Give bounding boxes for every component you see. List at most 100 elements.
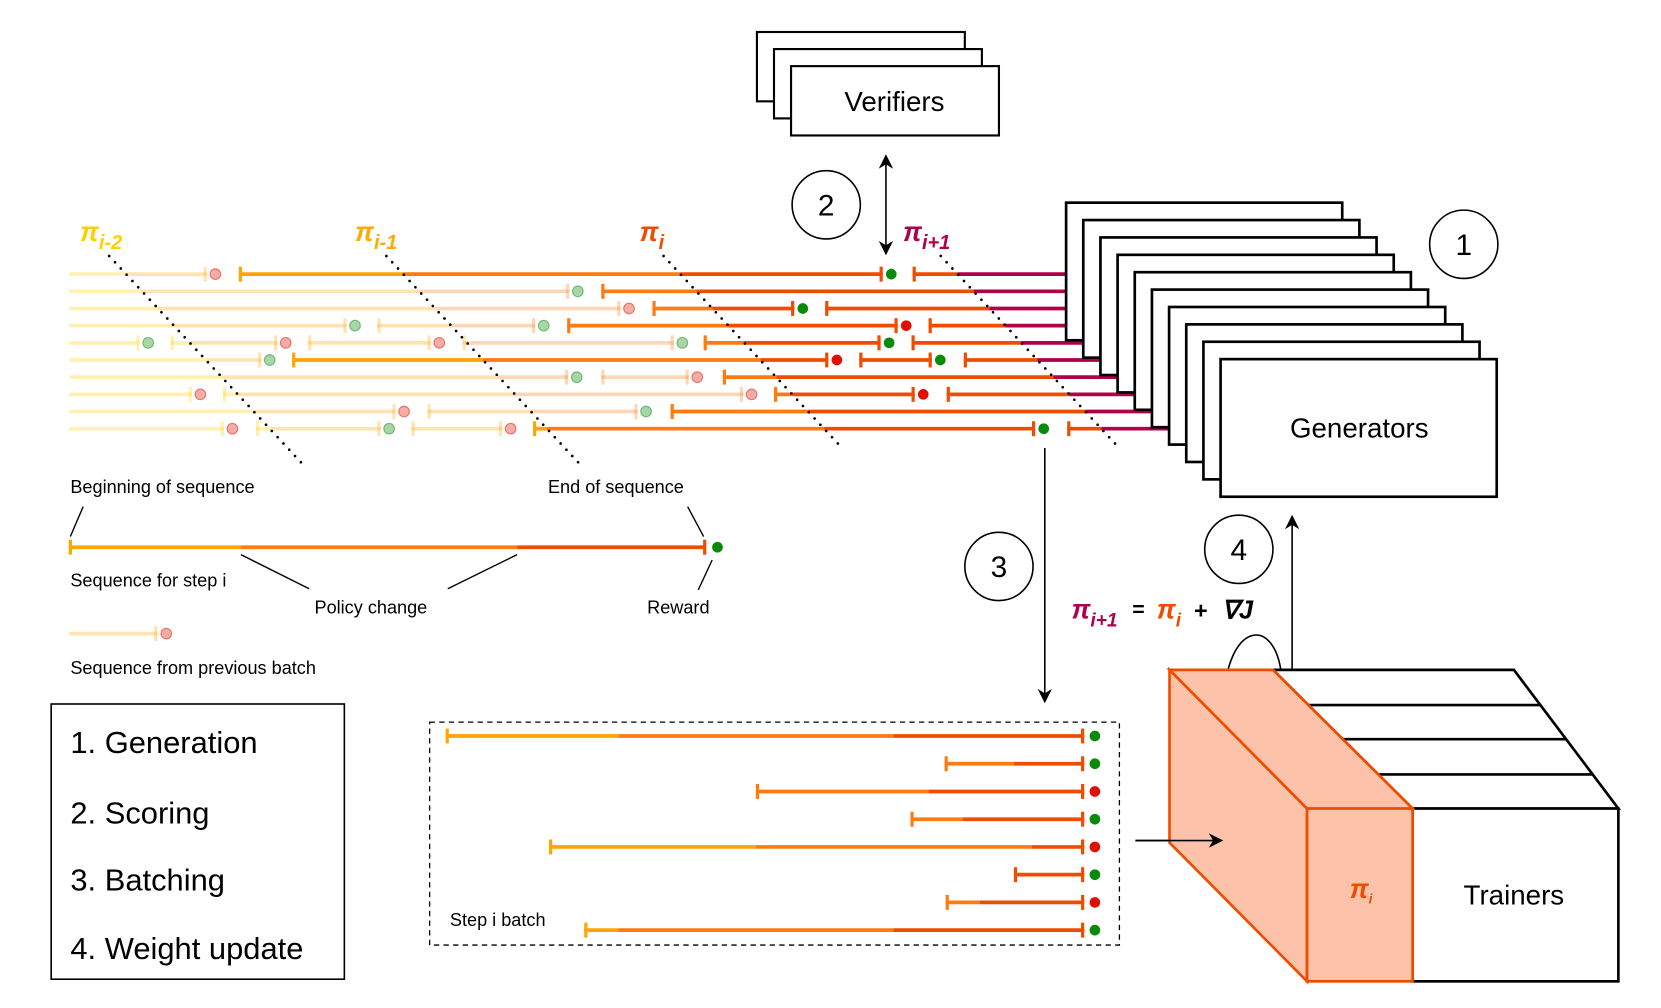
reward-pass-dot <box>934 354 946 366</box>
legend: Beginning of sequence End of sequence Sequ… <box>68 477 723 678</box>
legend-reward-label: Reward <box>647 597 709 617</box>
policy-label: πi <box>640 217 665 254</box>
reward-pass-dot <box>883 337 895 349</box>
reward-fail-dot <box>1089 786 1101 797</box>
step-item: 3. Batching <box>70 863 225 898</box>
legend-pointer-line <box>240 554 310 590</box>
step-circle <box>964 531 1034 602</box>
reward-pass-dot <box>570 371 583 384</box>
trainers-block: Trainers πi <box>1135 666 1622 985</box>
reward-pass-dot <box>1089 869 1101 880</box>
batch-sequence <box>945 894 1101 910</box>
reward-pass-dot <box>263 354 276 366</box>
legend-previous-reward-dot <box>160 627 173 640</box>
reward-fail-dot <box>1089 897 1101 908</box>
formula-rhs-sub: i <box>1176 610 1182 631</box>
steps-box <box>50 703 346 980</box>
policy-label-base: π <box>903 217 923 247</box>
steps-list: 1. Generation 2. Scoring 3. Batching 4. Wei… <box>50 703 346 980</box>
reward-pass-dot <box>797 303 809 314</box>
reward-fail-dot <box>279 336 292 349</box>
trainer-policy-label-base: π <box>1350 874 1370 904</box>
legend-previous-batch-label: Sequence from previous batch <box>70 658 316 678</box>
timeline-row <box>69 318 1118 334</box>
policy-label: πi-1 <box>355 217 397 254</box>
step-item: 2. Scoring <box>70 795 209 830</box>
policy-label: πi+1 <box>903 217 950 254</box>
batch-label: Step i batch <box>450 910 546 930</box>
formula-lhs-base: π <box>1071 595 1091 625</box>
timeline-row <box>69 421 1221 437</box>
reward-fail-dot <box>504 422 517 435</box>
update-formula: πi+1 = πi + ∇J <box>1071 595 1253 632</box>
policy-label: πi-2 <box>80 217 122 254</box>
reward-fail-dot <box>623 302 635 315</box>
step-circle <box>1428 209 1499 280</box>
trainers-front-face <box>1411 807 1620 983</box>
legend-end-label: End of sequence <box>548 477 684 497</box>
reward-fail-dot <box>917 389 929 400</box>
step-item: 4. Weight update <box>70 931 303 966</box>
legend-reward-dot <box>712 541 723 553</box>
reward-fail-dot <box>831 354 843 366</box>
batch-sequence <box>584 922 1101 938</box>
batch-sequence <box>445 728 1101 744</box>
timeline-row <box>69 335 1135 351</box>
reward-fail-dot <box>398 405 410 418</box>
formula-lhs: πi+1 <box>1071 595 1117 632</box>
batch-sequence <box>1013 867 1101 883</box>
policy-label-sub: i-2 <box>99 232 122 254</box>
reward-fail-dot <box>433 336 446 349</box>
legend-beginning-label: Beginning of sequence <box>70 477 254 497</box>
reward-pass-dot <box>1089 730 1101 742</box>
legend-pointer-line <box>687 506 705 537</box>
batch-sequence <box>549 839 1101 855</box>
reward-pass-dot <box>537 319 550 332</box>
batch-dashed-box <box>429 721 1121 946</box>
timeline-row <box>69 301 1101 316</box>
step-circle <box>791 169 862 240</box>
reward-pass-dot <box>1089 813 1101 825</box>
timeline-row <box>69 369 1170 385</box>
policy-boundary-line <box>939 254 1119 448</box>
verifiers-label: Verifiers <box>844 86 944 117</box>
generators-box <box>1219 357 1499 499</box>
trainer-policy-label-sub: i <box>1369 892 1373 907</box>
reward-pass-dot <box>640 405 652 418</box>
formula-gradient: ∇J <box>1222 597 1254 625</box>
reward-pass-dot <box>383 422 395 435</box>
reward-fail-dot <box>226 422 239 435</box>
legend-pointer-line <box>69 506 84 537</box>
sequence-timeline: πi-2 πi-1 πi πi+1 <box>69 217 1221 466</box>
step-circle <box>1203 514 1274 585</box>
policy-label-sub: i-1 <box>374 232 397 254</box>
trainers-label: Trainers <box>1464 880 1565 911</box>
step-batch: Step i batch <box>429 721 1121 946</box>
reward-pass-dot <box>1038 423 1050 435</box>
formula-plus: + <box>1194 598 1208 624</box>
formula-rhs: πi <box>1157 595 1182 632</box>
timeline-row <box>69 283 1084 299</box>
reward-pass-dot <box>885 268 897 280</box>
step-number: 4 <box>1231 534 1248 567</box>
legend-sequence-step-label: Sequence for step i <box>70 571 226 591</box>
verifiers-box <box>789 65 1001 137</box>
step-marker-2: 2 <box>791 169 862 240</box>
reward-pass-dot <box>142 336 155 349</box>
policy-label-base: π <box>640 217 660 247</box>
reward-fail-dot <box>900 320 912 331</box>
step-number: 2 <box>818 189 835 222</box>
batch-sequence <box>755 784 1101 799</box>
timeline-row <box>69 352 1152 368</box>
reward-pass-dot <box>676 336 689 349</box>
policy-label-base: π <box>355 217 375 247</box>
policy-boundary-line <box>662 254 842 448</box>
policy-label-base: π <box>80 217 100 247</box>
reward-pass-dot <box>349 319 361 332</box>
legend-pointer-line <box>447 554 518 590</box>
batch-sequence <box>944 756 1101 772</box>
active-trainer-front-face <box>1305 807 1414 983</box>
generators-stack: Generators <box>1064 201 1499 499</box>
step-number: 1 <box>1455 229 1472 262</box>
reward-pass-dot <box>1089 758 1101 770</box>
